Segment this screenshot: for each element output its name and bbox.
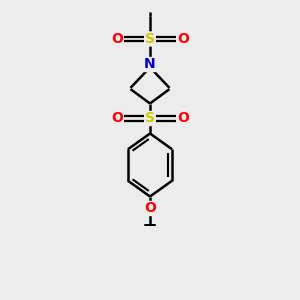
Text: S: S xyxy=(145,32,155,46)
Text: O: O xyxy=(111,112,123,125)
Text: N: N xyxy=(144,58,156,71)
Text: O: O xyxy=(144,202,156,215)
Text: O: O xyxy=(177,32,189,46)
Text: O: O xyxy=(177,112,189,125)
Text: S: S xyxy=(145,112,155,125)
Text: O: O xyxy=(111,32,123,46)
